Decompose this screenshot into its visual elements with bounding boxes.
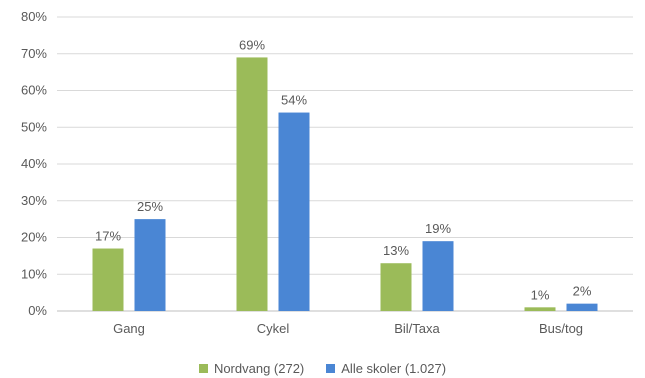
x-tick-label: Gang (113, 321, 145, 336)
y-tick-label: 80% (21, 9, 47, 24)
y-tick-label: 10% (21, 266, 47, 281)
data-label: 13% (383, 243, 409, 258)
y-tick-label: 40% (21, 156, 47, 171)
bar (566, 303, 598, 311)
data-label: 19% (425, 221, 451, 236)
legend-item-nordvang: Nordvang (272) (198, 360, 305, 376)
data-label: 2% (573, 284, 592, 299)
y-tick-label: 0% (28, 303, 47, 318)
bar (380, 263, 412, 311)
legend-item-alle-skoler: Alle skoler (1.027) (326, 361, 446, 376)
legend-label-nordvang: Nordvang (272) (213, 360, 305, 376)
data-label: 69% (239, 37, 265, 52)
x-tick-label: Bus/tog (539, 321, 583, 336)
legend: Nordvang (272) Alle skoler (1.027) (0, 358, 645, 378)
bar (524, 307, 556, 311)
y-tick-label: 70% (21, 46, 47, 61)
bar (134, 219, 166, 311)
y-tick-label: 30% (21, 193, 47, 208)
x-tick-label: Bil/Taxa (394, 321, 440, 336)
bar (422, 241, 454, 311)
data-label: 1% (531, 287, 550, 302)
y-tick-label: 60% (21, 83, 47, 98)
bar (236, 57, 268, 311)
y-tick-label: 50% (21, 119, 47, 134)
data-label: 54% (281, 93, 307, 108)
x-tick-label: Cykel (257, 321, 290, 336)
bar (278, 112, 310, 311)
legend-label-alle-skoler: Alle skoler (1.027) (341, 360, 447, 376)
data-label: 25% (137, 199, 163, 214)
bar (92, 248, 124, 311)
data-label: 17% (95, 229, 121, 244)
legend-swatch-nordvang (198, 363, 208, 373)
y-tick-label: 20% (21, 230, 47, 245)
legend-swatch-alle-skoler (326, 363, 336, 373)
